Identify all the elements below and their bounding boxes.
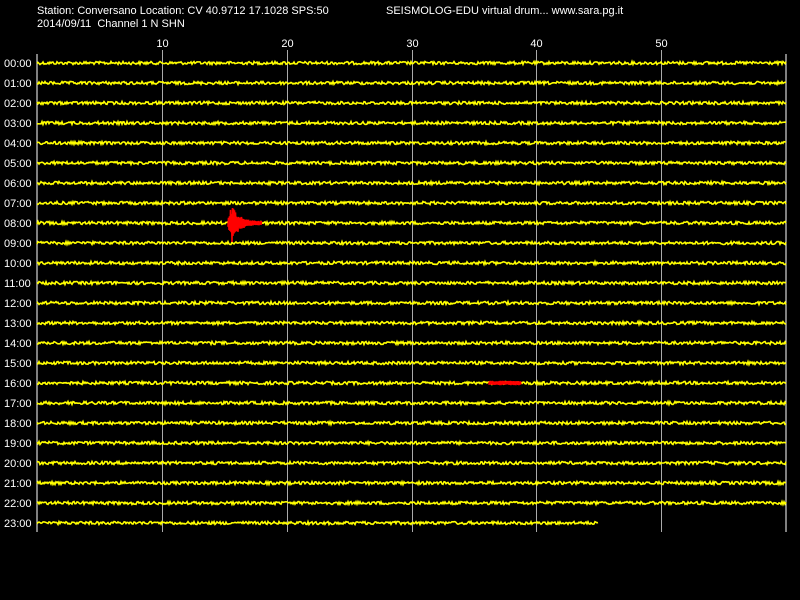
row-label-0200: 02:00 xyxy=(4,98,32,110)
row-label-1400: 14:00 xyxy=(4,338,32,350)
trace-row-2000 xyxy=(36,459,787,467)
trace-row-1900 xyxy=(36,439,787,447)
trace-row-1800 xyxy=(36,419,787,427)
row-label-1800: 18:00 xyxy=(4,418,32,430)
row-label-0300: 03:00 xyxy=(4,118,32,130)
trace-row-0100 xyxy=(36,79,787,87)
trace-row-0500 xyxy=(36,159,787,167)
row-label-2000: 20:00 xyxy=(4,458,32,470)
row-label-0800: 08:00 xyxy=(4,218,32,230)
trace-row-0900 xyxy=(36,239,787,247)
trace-row-0300 xyxy=(36,119,787,127)
event-trace-1 xyxy=(227,207,263,242)
row-label-1500: 15:00 xyxy=(4,358,32,370)
row-label-0600: 06:00 xyxy=(4,178,32,190)
x-tick-label: 20 xyxy=(281,38,293,50)
event-trace-2 xyxy=(488,380,522,386)
trace-row-1100 xyxy=(36,279,787,287)
x-tick-label: 30 xyxy=(406,38,418,50)
x-tick-label: 10 xyxy=(156,38,168,50)
trace-row-1600 xyxy=(36,379,787,387)
row-label-1700: 17:00 xyxy=(4,398,32,410)
x-tick-label: 40 xyxy=(530,38,542,50)
row-label-0000: 00:00 xyxy=(4,58,32,70)
trace-row-1700 xyxy=(36,399,787,407)
row-label-0400: 04:00 xyxy=(4,138,32,150)
row-label-1600: 16:00 xyxy=(4,378,32,390)
trace-row-0000 xyxy=(36,59,787,67)
trace-row-0800 xyxy=(36,219,787,227)
row-label-1000: 10:00 xyxy=(4,258,32,270)
trace-row-2100 xyxy=(36,479,787,487)
trace-row-1200 xyxy=(36,299,787,307)
trace-row-1500 xyxy=(36,359,787,367)
row-label-1200: 12:00 xyxy=(4,298,32,310)
trace-row-2300 xyxy=(36,519,599,527)
chart-title: SEISMOLOG-EDU virtual drum... www.sara.p… xyxy=(386,5,624,17)
row-label-0700: 07:00 xyxy=(4,198,32,210)
row-label-0100: 01:00 xyxy=(4,78,32,90)
trace-row-1000 xyxy=(36,259,787,267)
trace-row-0600 xyxy=(36,179,787,187)
row-label-1100: 11:00 xyxy=(4,278,31,290)
row-label-2300: 23:00 xyxy=(4,518,32,530)
row-label-1900: 19:00 xyxy=(4,438,32,450)
row-label-2100: 21:00 xyxy=(4,478,32,490)
trace-row-1400 xyxy=(36,339,787,347)
station-info: Station: Conversano Location: CV 40.9712… xyxy=(37,5,329,17)
date-channel-info: 2014/09/11 Channel 1 N SHN xyxy=(37,18,185,30)
trace-row-0400 xyxy=(36,139,787,147)
row-label-1300: 13:00 xyxy=(4,318,32,330)
row-label-0500: 05:00 xyxy=(4,158,32,170)
trace-row-0700 xyxy=(36,199,787,207)
trace-row-0200 xyxy=(36,99,787,107)
trace-row-1300 xyxy=(36,319,787,327)
x-tick-label: 50 xyxy=(655,38,667,50)
row-label-2200: 22:00 xyxy=(4,498,32,510)
trace-row-2200 xyxy=(36,499,787,507)
row-label-0900: 09:00 xyxy=(4,238,32,250)
